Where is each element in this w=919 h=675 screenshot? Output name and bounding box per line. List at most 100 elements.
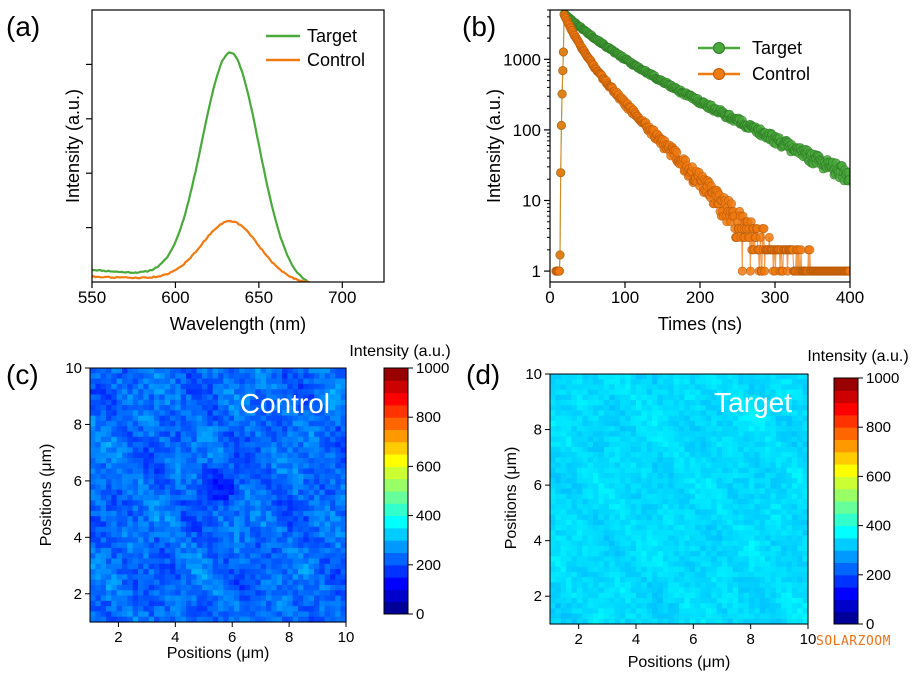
heatmap-cell [662, 603, 669, 609]
heatmap-cell [143, 373, 150, 380]
heatmap-cell [111, 415, 118, 422]
heatmap-cell [319, 611, 326, 618]
heatmap-cell [260, 516, 267, 523]
heatmap-cell [689, 587, 696, 594]
heatmap-cell [679, 379, 685, 386]
heatmap-cell [700, 452, 707, 458]
heatmap-cell [673, 519, 680, 526]
heatmap-cell [636, 545, 642, 552]
heatmap-cell [340, 500, 347, 507]
heatmap-cell [560, 384, 567, 391]
heatmap-cell [234, 452, 240, 459]
heatmap-cell [116, 558, 123, 565]
heatmap-cell [340, 595, 347, 602]
heatmap-cell [641, 519, 648, 526]
heatmap-cell [657, 540, 664, 547]
heatmap-cell [319, 595, 326, 602]
heatmap-cell [646, 618, 653, 625]
heatmap-cell [679, 431, 685, 438]
heatmap-cell [324, 584, 331, 591]
heatmap-cell [282, 405, 288, 411]
heatmap-cell [619, 415, 626, 422]
heatmap-cell [722, 509, 728, 516]
heatmap-cell [340, 373, 347, 380]
heatmap-cell [662, 571, 669, 578]
heatmap-cell [287, 399, 294, 406]
heatmap-cell [196, 420, 203, 427]
heatmap-cell [282, 410, 288, 417]
heatmap-cell [652, 509, 659, 516]
heatmap-cell [587, 514, 594, 521]
heatmap-cell [148, 442, 155, 448]
heatmap-cell [287, 611, 294, 618]
heatmap-cell [625, 556, 632, 563]
heatmap-cell [593, 457, 599, 464]
heatmap-cell [722, 415, 728, 422]
heatmap-cell [695, 405, 702, 412]
heatmap-cell [250, 521, 256, 528]
heatmap-cell [695, 597, 702, 604]
heatmap-cell [223, 495, 230, 501]
heatmap-cell [116, 489, 123, 496]
heatmap-cell [106, 383, 112, 390]
heatmap-cell [335, 378, 342, 385]
colorbar-step [384, 404, 408, 418]
heatmap-cell [330, 606, 336, 613]
heatmap-cell [154, 378, 160, 385]
heatmap-cell [287, 526, 294, 533]
heatmap-cell [335, 616, 342, 623]
heatmap-cell [652, 410, 659, 417]
heatmap-cell [223, 442, 230, 448]
heatmap-cell [340, 473, 347, 480]
heatmap-cell [641, 446, 648, 453]
heatmap-cell [255, 600, 262, 607]
heatmap-cell [662, 483, 669, 490]
heatmap-cell [308, 500, 315, 507]
colorbar-step [384, 417, 408, 430]
heatmap-cell [266, 405, 272, 411]
heatmap-cell [716, 571, 723, 578]
heatmap-cell [587, 394, 594, 401]
heatmap-cell [180, 484, 187, 491]
heatmap-cell [228, 521, 235, 528]
heatmap-cell [239, 579, 246, 586]
heatmap-cell [587, 389, 594, 396]
heatmap-c-xlabel: Positions (μm) [167, 645, 270, 662]
heatmap-cell [550, 400, 556, 406]
heatmap-cell [614, 525, 621, 531]
heatmap-cell [234, 484, 240, 491]
heatmap-cell [630, 618, 637, 625]
heatmap-cell [603, 603, 610, 609]
heatmap-cell [287, 547, 294, 554]
heatmap-cell [705, 571, 712, 578]
heatmap-cell [619, 545, 626, 552]
heatmap-cell [282, 389, 288, 396]
heatmap-cell [598, 540, 605, 547]
heatmap-cell [308, 394, 315, 401]
heatmap-cell [330, 537, 336, 544]
heatmap-cell [282, 457, 288, 464]
heatmap-cell [609, 405, 616, 412]
heatmap-cell [287, 383, 294, 390]
heatmap-cell [127, 558, 134, 565]
heatmap-cell [116, 606, 123, 613]
heatmap-cell [308, 584, 315, 591]
heatmap-cell [695, 582, 702, 589]
heatmap-cell [560, 603, 567, 609]
heatmap-cell [576, 587, 583, 594]
heatmap-cell [228, 574, 235, 581]
heatmap-cell [282, 373, 288, 380]
heatmap-cell [576, 410, 583, 417]
heatmap-cell [652, 504, 659, 511]
heatmap-cell [234, 521, 240, 528]
heatmap-cell [630, 514, 637, 521]
heatmap-cell [90, 510, 96, 517]
heatmap-cell [164, 611, 171, 618]
heatmap-cell [722, 400, 728, 406]
heatmap-cell [154, 410, 160, 417]
heatmap-cell [116, 553, 123, 560]
heatmap-cell [100, 426, 107, 433]
heatmap-cell [684, 540, 691, 547]
heatmap-cell [571, 530, 578, 537]
heatmap-cell [641, 394, 648, 401]
